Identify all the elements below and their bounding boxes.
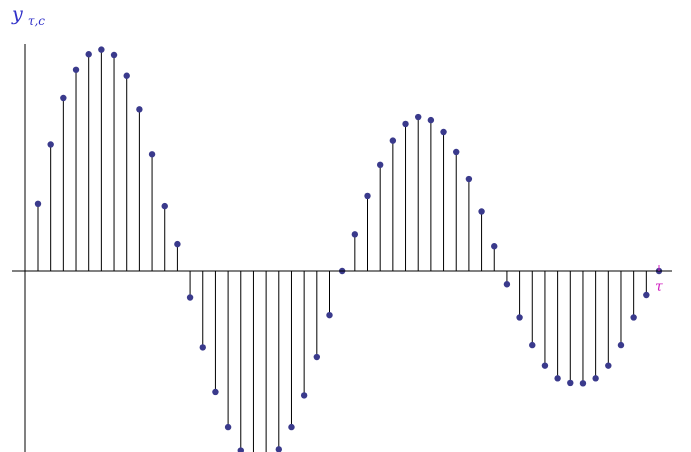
data-point: [326, 311, 333, 319]
stems: [37, 49, 647, 452]
data-point: [389, 137, 397, 144]
data-point: [579, 380, 587, 387]
data-point: [275, 446, 282, 452]
data-point: [300, 392, 308, 399]
markers: [34, 46, 663, 452]
x-axis-title: τ: [655, 279, 663, 295]
data-point: [491, 243, 498, 250]
data-point: [415, 113, 422, 121]
y-axis-title-subscript: τ,c: [28, 14, 45, 28]
data-point: [541, 362, 549, 369]
data-point: [47, 141, 54, 148]
data-point: [60, 94, 67, 102]
data-point: [288, 423, 295, 431]
data-point: [199, 344, 206, 351]
data-point: [427, 116, 435, 124]
data-point: [554, 375, 561, 382]
data-point: [453, 148, 460, 156]
data-point: [224, 423, 232, 431]
data-point: [465, 175, 473, 183]
data-point: [503, 281, 511, 288]
data-point: [85, 51, 92, 58]
data-point: [617, 341, 625, 349]
data-point: [34, 200, 42, 207]
data-point: [440, 128, 447, 136]
data-point: [186, 294, 194, 301]
data-point: [148, 151, 156, 158]
data-point: [110, 51, 118, 59]
data-point: [516, 314, 523, 321]
data-point: [351, 231, 359, 238]
data-point: [161, 202, 168, 210]
data-point: [605, 362, 612, 369]
data-point: [364, 192, 371, 200]
data-point: [643, 291, 650, 299]
data-point: [402, 120, 409, 128]
data-point: [212, 388, 219, 396]
data-point: [592, 375, 599, 382]
data-point: [237, 447, 244, 452]
data-point: [630, 314, 637, 321]
data-point: [174, 240, 181, 248]
y-axis-title-base: y: [11, 3, 23, 25]
data-point: [123, 72, 130, 79]
y-axis-title: y τ,c: [11, 3, 45, 28]
data-point: [529, 341, 536, 349]
data-point: [376, 161, 384, 169]
data-point: [567, 379, 574, 387]
data-point: [313, 353, 321, 361]
data-point: [478, 208, 485, 215]
data-point: [98, 46, 105, 53]
data-point: [136, 106, 143, 113]
data-point: [72, 66, 80, 73]
